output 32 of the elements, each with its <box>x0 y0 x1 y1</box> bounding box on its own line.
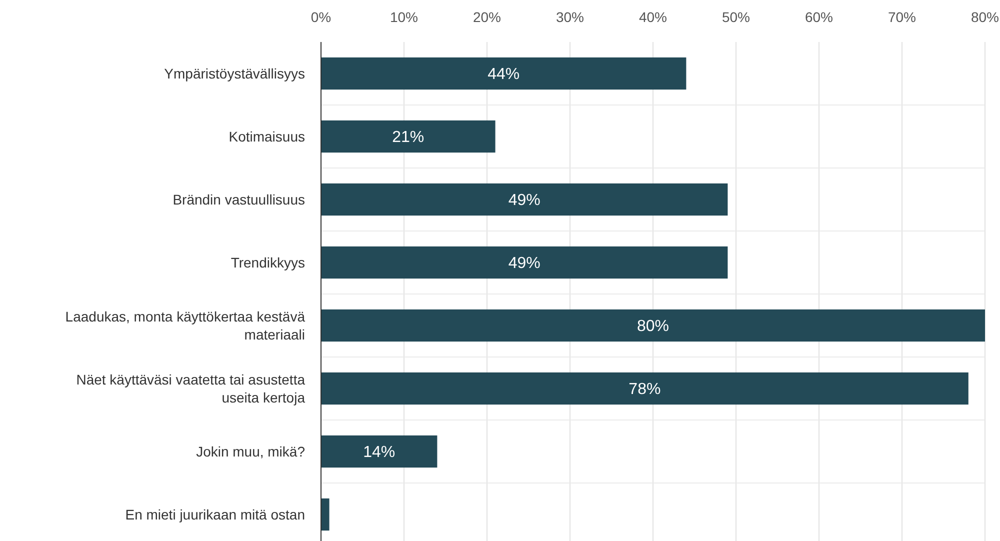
y-tick-label: Brändin vastuullisuus <box>172 191 305 208</box>
x-tick-label: 60% <box>804 9 834 25</box>
bar <box>321 372 968 405</box>
data-label: 14% <box>363 444 396 462</box>
x-tick-label: 20% <box>472 9 502 25</box>
bar <box>321 498 330 531</box>
bar <box>321 246 728 279</box>
data-label: 80% <box>636 318 670 336</box>
bar <box>321 120 496 153</box>
x-tick-label: 30% <box>556 9 584 25</box>
x-tick-label: 50% <box>722 9 750 25</box>
y-tick-label: Ympäristöystävällisyys <box>164 65 305 82</box>
y-tick-label: Laadukas, monta käyttökertaa kestävä materiaali <box>65 308 306 342</box>
data-label: 49% <box>508 255 540 272</box>
data-label: 44% <box>488 66 520 84</box>
x-tick-label: 10% <box>390 9 418 25</box>
x-tick-label: 70% <box>888 9 916 25</box>
data-label: 78% <box>628 381 661 398</box>
bar <box>321 309 985 342</box>
y-tick-label: Näet käyttäväsi vaatetta tai asustetta useita kertoja <box>76 371 306 406</box>
x-tick-label: 80% <box>970 9 1000 25</box>
y-tick-label: En mieti juurikaan mitä ostan <box>125 506 305 522</box>
bar <box>321 435 438 468</box>
y-tick-label: Kotimaisuus <box>228 128 305 144</box>
x-tick-label: 40% <box>638 9 668 25</box>
y-tick-label: Trendikkyys <box>230 254 305 270</box>
x-tick-label: 0% <box>310 9 332 25</box>
bar <box>321 57 686 90</box>
data-label: 49% <box>508 192 540 210</box>
data-label: 21% <box>392 129 424 146</box>
bar <box>321 183 728 216</box>
y-tick-label: Jokin muu, mikä? <box>196 443 306 460</box>
